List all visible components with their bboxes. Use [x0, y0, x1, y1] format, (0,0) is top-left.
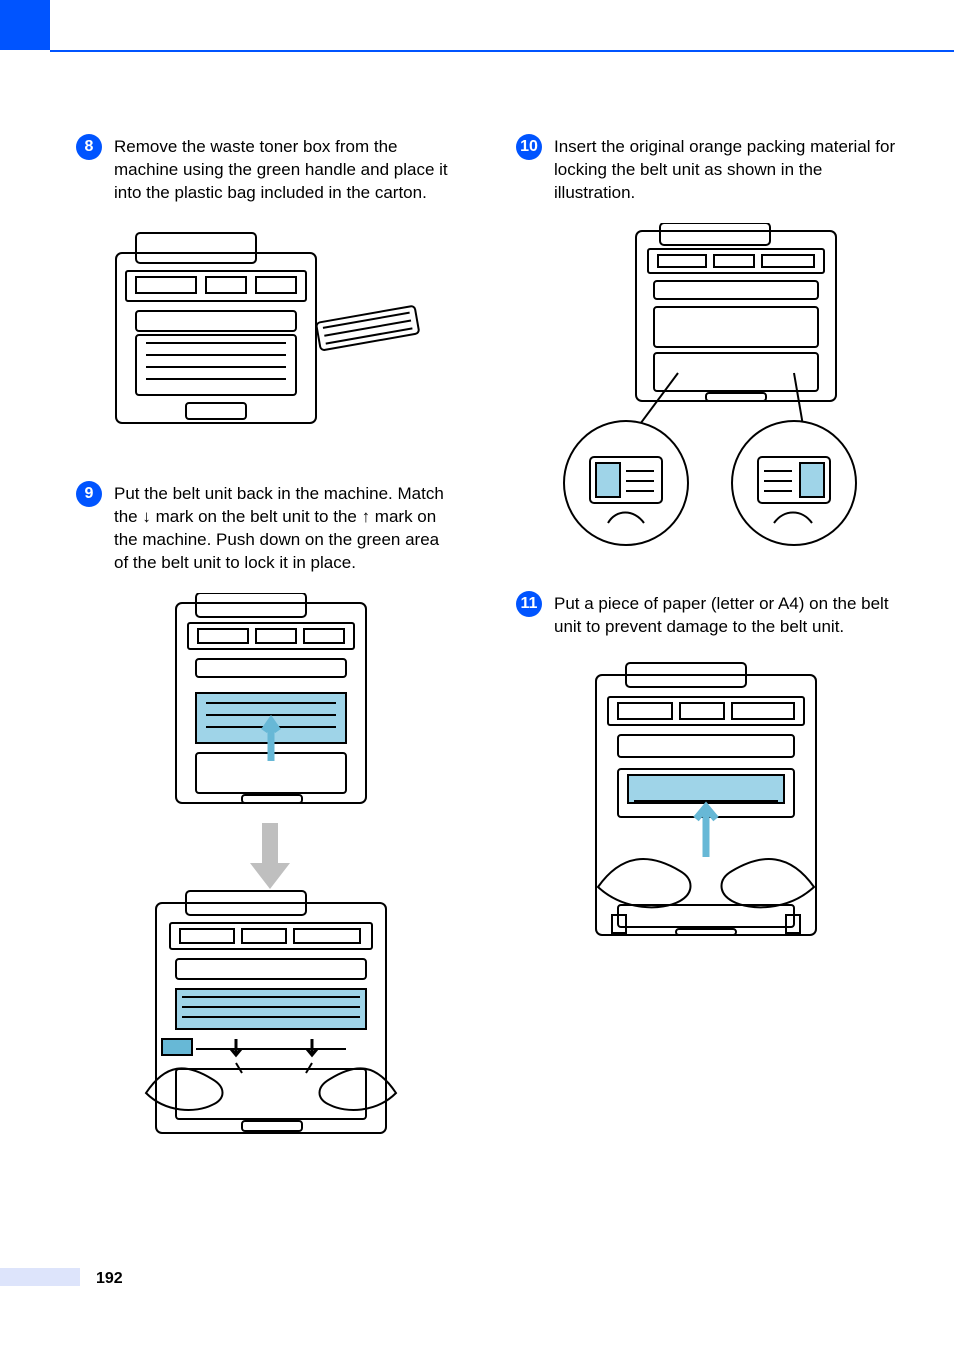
step-badge: 9 — [76, 481, 102, 507]
left-column: 8 Remove the waste toner box from the ma… — [76, 136, 456, 1193]
header-tab — [0, 0, 50, 50]
step-10: 10 Insert the original orange packing ma… — [516, 136, 896, 205]
step-badge: 10 — [516, 134, 542, 160]
step-badge: 8 — [76, 134, 102, 160]
header-band — [0, 0, 954, 50]
document-page: 8 Remove the waste toner box from the ma… — [0, 0, 954, 1348]
step-text: Insert the original orange packing mater… — [554, 136, 896, 205]
step-8: 8 Remove the waste toner box from the ma… — [76, 136, 456, 205]
illustration-step-9 — [76, 593, 456, 1153]
illustration-step-10 — [516, 223, 896, 553]
step-11: 11 Put a piece of paper (letter or A4) o… — [516, 593, 896, 639]
page-number: 192 — [96, 1270, 123, 1288]
content-columns: 8 Remove the waste toner box from the ma… — [76, 136, 896, 1193]
step-text: Put a piece of paper (letter or A4) on t… — [554, 593, 896, 639]
illustration-step-11 — [516, 657, 896, 957]
footer-band — [0, 1268, 80, 1286]
right-column: 10 Insert the original orange packing ma… — [516, 136, 896, 1193]
step-badge: 11 — [516, 591, 542, 617]
header-rule — [50, 50, 954, 52]
illustration-step-8 — [76, 223, 456, 443]
step-9: 9 Put the belt unit back in the machine.… — [76, 483, 456, 575]
step-text: Put the belt unit back in the machine. M… — [114, 483, 456, 575]
step-text: Remove the waste toner box from the mach… — [114, 136, 456, 205]
